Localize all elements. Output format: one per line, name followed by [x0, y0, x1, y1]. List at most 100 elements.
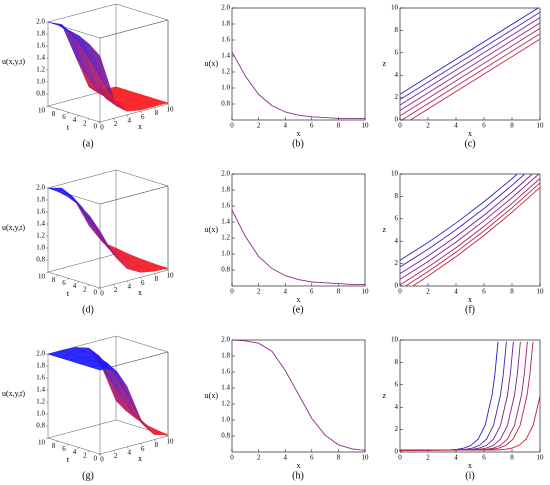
plot-area	[232, 51, 365, 119]
t-tick-label: 6	[62, 279, 66, 287]
x-tick-label: 10	[537, 454, 545, 462]
t-axis-label: t	[67, 289, 70, 298]
y-tick-label: 6	[395, 48, 399, 56]
curve	[400, 174, 518, 261]
plot-area	[400, 8, 540, 120]
y-tick-label: 2.0	[221, 4, 230, 12]
y-tick-label: 10	[391, 336, 399, 344]
curve	[400, 341, 499, 451]
x-tick	[154, 107, 156, 110]
box-edge	[47, 169, 117, 189]
box-edge	[99, 269, 169, 289]
x-tick-label: 2	[257, 288, 261, 296]
box-edge	[47, 271, 101, 289]
t-tick	[77, 281, 80, 283]
t-tick-label: 6	[62, 113, 66, 121]
z-axis-label: u(x,y,t)	[2, 223, 25, 232]
x-tick-label: 2	[114, 120, 118, 128]
box-edge	[115, 169, 169, 187]
x-tick	[99, 453, 102, 457]
t-tick-label: 0	[94, 123, 98, 131]
t-axis-label: t	[67, 123, 70, 132]
x-tick-label: 10	[167, 272, 175, 280]
box-edge	[47, 105, 101, 123]
z-tick-label: 1.4	[36, 220, 45, 228]
y-tick-label: 10	[391, 4, 399, 12]
y-tick-label: 1.2	[221, 234, 230, 242]
curve	[400, 22, 540, 111]
y-tick-label: 6	[395, 380, 399, 388]
t-tick	[66, 278, 69, 280]
t-tick-label: 8	[52, 442, 56, 450]
z-tick-label: 1.2	[36, 232, 45, 240]
x-tick	[167, 435, 170, 439]
t-tick-label: 4	[73, 448, 77, 456]
y-tick-label: 2	[395, 425, 399, 433]
plot-area	[400, 174, 540, 286]
z-tick-label: 2.0	[36, 184, 45, 192]
z-tick-label: 1.8	[36, 30, 45, 38]
x-tick-label: 6	[141, 445, 145, 453]
x-tick-label: 4	[127, 116, 131, 124]
x-tick-label: 6	[310, 122, 314, 130]
x-tick-label: 4	[283, 288, 287, 296]
x-tick	[167, 269, 170, 273]
y-tick-label: 0.8	[221, 100, 230, 108]
surface-patch	[89, 364, 114, 371]
x-tick-label: 8	[155, 109, 159, 117]
curve	[401, 33, 540, 120]
curve	[232, 340, 365, 451]
x-tick-label: 2	[114, 286, 118, 294]
z-tick-label: 1.6	[36, 42, 45, 50]
curve	[400, 11, 540, 101]
curve	[400, 17, 540, 106]
curve	[400, 395, 540, 451]
plot-frame	[231, 7, 366, 121]
t-tick	[56, 440, 59, 443]
x-tick	[99, 287, 102, 291]
x-tick-label: 0	[230, 288, 234, 296]
x-axis-label: x	[138, 122, 142, 131]
y-tick-label: 10	[391, 170, 399, 178]
t-tick	[66, 112, 69, 114]
panel-label: (d)	[82, 304, 94, 315]
plot-area	[232, 340, 365, 451]
x-tick-label: 2	[114, 452, 118, 460]
y-tick-label: 2	[395, 93, 399, 101]
z-tick-label: 1.0	[36, 78, 45, 86]
y-tick-label: 6	[395, 214, 399, 222]
t-tick-label: 4	[73, 116, 77, 124]
curve	[400, 341, 521, 451]
t-tick-label: 10	[38, 439, 46, 447]
surface-patch	[89, 215, 114, 255]
box-edge	[47, 3, 117, 23]
x-tick-label: 4	[454, 454, 458, 462]
curve	[410, 38, 540, 120]
panel-label: (a)	[82, 138, 93, 149]
t-tick-label: 10	[38, 273, 46, 281]
y-tick-label: 2.0	[221, 336, 230, 344]
t-tick	[87, 450, 90, 453]
x-axis-label: x	[468, 129, 472, 138]
t-tick	[66, 444, 69, 446]
y-tick-label: 8	[395, 26, 399, 34]
x-tick-label: 0	[100, 290, 104, 298]
z-tick-label: 0.8	[36, 256, 45, 264]
y-tick-label: 2.0	[221, 170, 230, 178]
z-tick-label: 0.8	[36, 90, 45, 98]
y-axis-label: u(x)	[205, 59, 219, 68]
box-edge	[47, 437, 101, 455]
t-tick-label: 2	[83, 119, 87, 127]
x-tick-label: 4	[283, 122, 287, 130]
y-tick-label: 1.0	[221, 416, 230, 424]
x-tick-label: 10	[537, 288, 545, 296]
y-tick-label: 4	[395, 237, 399, 245]
t-tick	[56, 108, 59, 111]
t-tick	[45, 105, 49, 108]
y-tick-label: 4	[395, 403, 399, 411]
box-edge	[99, 185, 169, 205]
x-tick	[113, 118, 115, 121]
panel-label: (e)	[292, 304, 303, 315]
y-axis-label: u(x)	[205, 391, 219, 400]
y-tick-label: 1.2	[221, 68, 230, 76]
